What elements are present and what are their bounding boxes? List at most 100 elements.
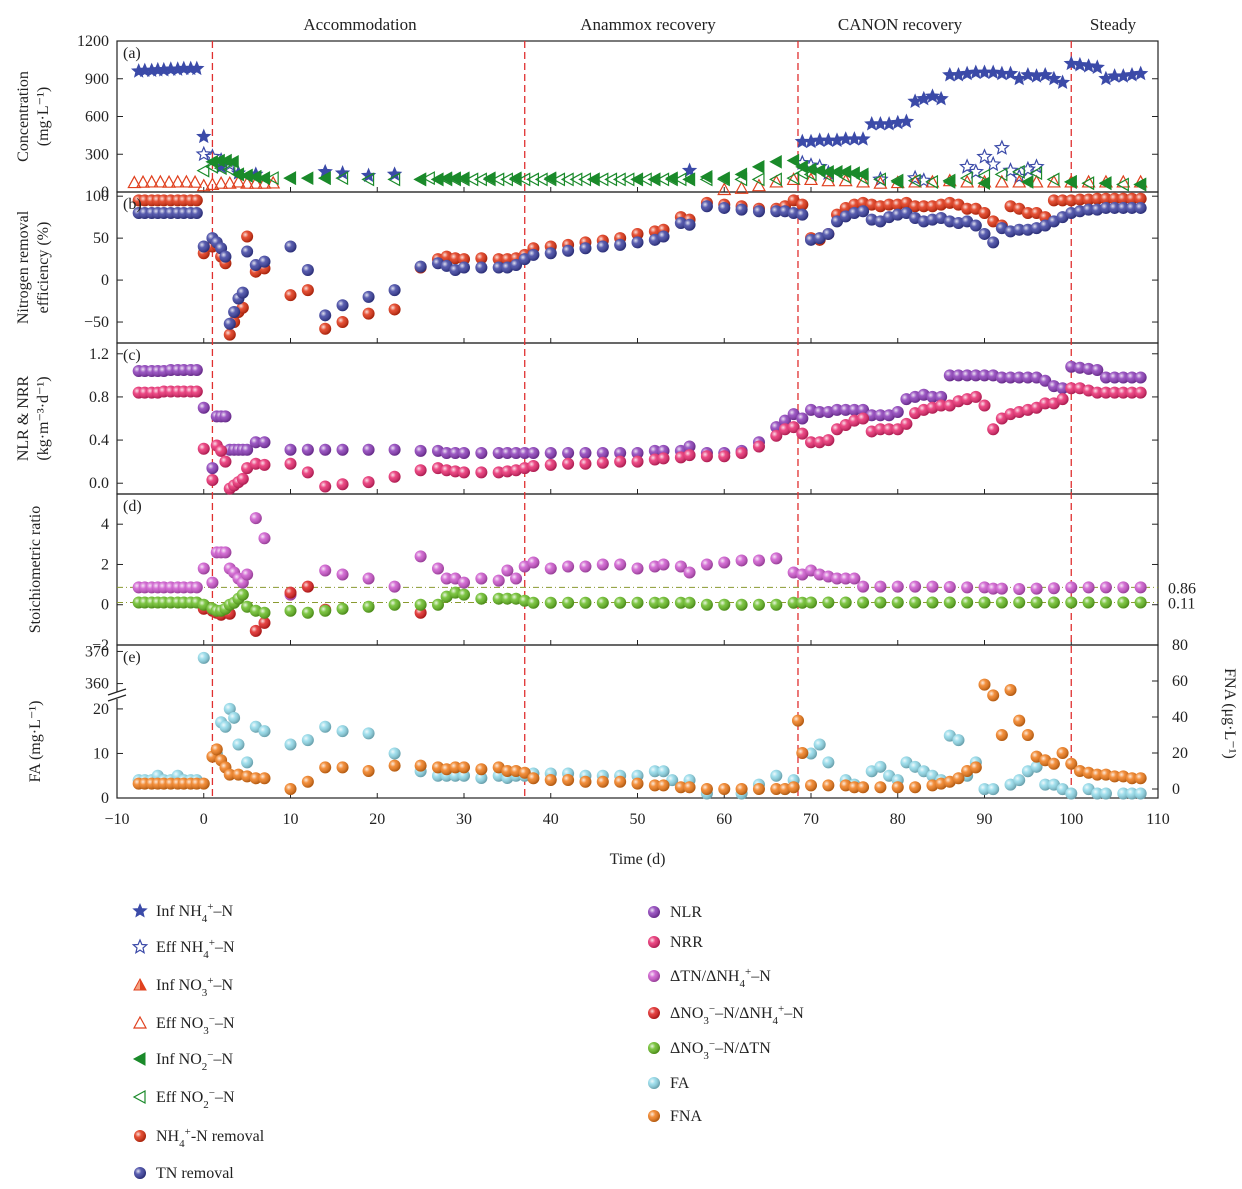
point xyxy=(683,440,696,453)
point xyxy=(440,447,453,460)
axis-break-mark xyxy=(107,688,127,696)
series-fna xyxy=(132,678,1147,795)
point xyxy=(1099,386,1112,399)
point xyxy=(240,175,255,189)
legend-item xyxy=(131,938,149,954)
point xyxy=(952,369,965,382)
point xyxy=(1063,55,1079,71)
legend-item xyxy=(648,1042,660,1054)
point xyxy=(449,769,462,782)
point xyxy=(978,399,991,412)
point xyxy=(958,158,976,174)
series-nh4_removal xyxy=(132,192,1147,341)
point xyxy=(838,169,852,184)
point xyxy=(848,403,861,416)
point xyxy=(752,205,765,218)
point xyxy=(874,596,887,609)
point xyxy=(805,779,817,792)
x-tick-label: 40 xyxy=(543,811,559,828)
panel-label: (b) xyxy=(123,196,142,213)
point xyxy=(1020,175,1034,189)
point xyxy=(673,172,687,187)
point xyxy=(190,581,203,594)
point xyxy=(857,781,870,794)
y-axis-label: Stoichiometric ratio xyxy=(27,506,44,634)
point xyxy=(596,558,609,571)
point xyxy=(718,598,731,611)
point xyxy=(562,560,575,573)
point xyxy=(1082,581,1095,594)
point xyxy=(1125,371,1138,384)
legend-label: Inf NO3+–N xyxy=(156,975,233,999)
point xyxy=(258,458,271,471)
point xyxy=(786,171,800,186)
point xyxy=(1013,223,1026,236)
point xyxy=(1011,164,1025,179)
point xyxy=(388,303,401,316)
point xyxy=(874,760,887,773)
point xyxy=(900,206,913,219)
point xyxy=(336,316,349,329)
point xyxy=(907,173,921,188)
point xyxy=(682,172,696,187)
point xyxy=(1047,582,1060,595)
point xyxy=(579,242,592,255)
point xyxy=(631,227,644,240)
x-tick-label: 70 xyxy=(803,811,819,828)
point xyxy=(562,774,575,786)
point xyxy=(734,180,749,194)
point xyxy=(501,253,514,266)
point xyxy=(908,174,923,188)
point xyxy=(1134,596,1147,609)
point xyxy=(631,596,644,609)
point xyxy=(969,369,982,382)
point xyxy=(683,781,696,794)
point xyxy=(1037,66,1053,82)
point xyxy=(1099,787,1112,800)
point xyxy=(388,284,401,297)
point xyxy=(206,462,219,475)
point xyxy=(527,459,540,472)
point xyxy=(943,596,956,609)
point xyxy=(544,596,557,609)
point xyxy=(718,201,731,214)
point xyxy=(969,761,982,774)
point xyxy=(1081,176,1095,191)
point xyxy=(1108,770,1121,783)
point xyxy=(1047,757,1060,770)
point xyxy=(301,580,314,593)
point xyxy=(883,198,896,211)
point xyxy=(335,171,349,186)
point xyxy=(647,172,661,187)
point xyxy=(336,478,349,491)
point xyxy=(839,572,852,585)
point xyxy=(458,769,470,782)
point xyxy=(527,596,540,609)
point xyxy=(544,247,557,260)
point xyxy=(465,172,479,187)
point xyxy=(803,167,817,182)
point xyxy=(362,443,375,456)
point xyxy=(136,174,151,188)
point xyxy=(223,328,236,341)
legend-item xyxy=(132,1089,146,1105)
point xyxy=(786,153,800,168)
point xyxy=(562,447,575,460)
point xyxy=(241,443,254,456)
point xyxy=(1002,162,1019,178)
point xyxy=(769,154,782,169)
point xyxy=(1117,386,1130,399)
x-tick-label: 30 xyxy=(456,811,472,828)
point xyxy=(249,772,262,785)
y-tick-label: 50 xyxy=(93,230,109,247)
point xyxy=(586,172,600,187)
y-tick-label: 1200 xyxy=(77,33,109,50)
y-tick-label: 10 xyxy=(93,745,109,762)
y-tick-label: 100 xyxy=(85,188,109,205)
point xyxy=(674,596,687,609)
point xyxy=(1046,172,1060,187)
point xyxy=(987,582,1000,595)
point xyxy=(909,596,922,609)
x-tick-label: 10 xyxy=(283,811,299,828)
point xyxy=(1021,206,1034,219)
